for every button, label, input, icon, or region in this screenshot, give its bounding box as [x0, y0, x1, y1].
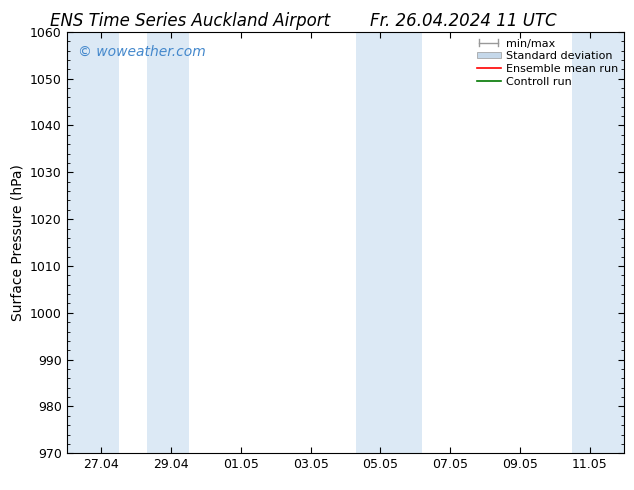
Bar: [147, 32, 189, 453]
Text: ENS Time Series Auckland Airport: ENS Time Series Auckland Airport: [50, 12, 330, 30]
Y-axis label: Surface Pressure (hPa): Surface Pressure (hPa): [10, 164, 24, 321]
Bar: [67, 32, 119, 453]
Bar: [356, 32, 398, 453]
Bar: [573, 32, 624, 453]
Text: Fr. 26.04.2024 11 UTC: Fr. 26.04.2024 11 UTC: [370, 12, 556, 30]
Text: © woweather.com: © woweather.com: [78, 45, 205, 58]
Legend: min/max, Standard deviation, Ensemble mean run, Controll run: min/max, Standard deviation, Ensemble me…: [472, 34, 622, 91]
Bar: [398, 32, 422, 453]
